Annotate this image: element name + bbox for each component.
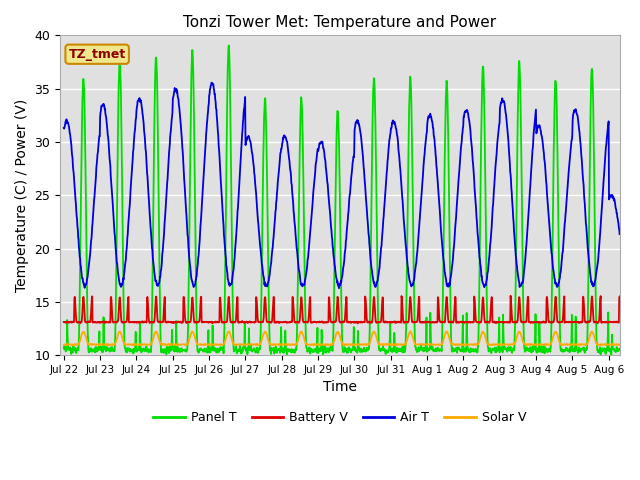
Panel T (274, 347, 282, 352)
Y-axis label: Temperature (C) / Power (V): Temperature (C) / Power (V) (15, 99, 29, 292)
Air T (623, 276, 630, 281)
Solar V (486, 342, 494, 348)
Air T (172, 86, 179, 92)
Line: Panel T: Panel T (64, 46, 627, 355)
Panel T (486, 347, 494, 353)
Panel T (283, 352, 291, 358)
Air T (274, 180, 282, 186)
Solar V (623, 331, 630, 336)
Solar V (60, 342, 68, 348)
Battery V (60, 319, 68, 325)
Panel T (161, 347, 169, 353)
Battery V (623, 317, 630, 323)
Solar V (274, 342, 282, 348)
Panel T (60, 344, 68, 350)
Air T (223, 264, 230, 270)
Air T (549, 265, 557, 271)
Title: Tonzi Tower Met: Temperature and Power: Tonzi Tower Met: Temperature and Power (183, 15, 497, 30)
Panel T (172, 345, 179, 351)
Battery V (161, 294, 169, 300)
Air T (486, 240, 494, 245)
Battery V (507, 293, 515, 299)
Line: Battery V: Battery V (64, 296, 627, 324)
Air T (335, 285, 343, 291)
Air T (161, 216, 169, 222)
Legend: Panel T, Battery V, Air T, Solar V: Panel T, Battery V, Air T, Solar V (148, 406, 531, 429)
Battery V (354, 321, 362, 326)
Solar V (223, 333, 230, 338)
Battery V (273, 319, 281, 324)
Battery V (172, 319, 179, 324)
Battery V (222, 319, 230, 325)
Panel T (623, 253, 630, 259)
Solar V (62, 342, 70, 348)
Line: Solar V: Solar V (64, 331, 627, 345)
Solar V (172, 342, 180, 348)
Panel T (225, 43, 233, 48)
Battery V (486, 318, 494, 324)
Solar V (161, 342, 169, 348)
Solar V (549, 335, 557, 341)
Line: Air T: Air T (64, 83, 627, 288)
X-axis label: Time: Time (323, 381, 357, 395)
Battery V (549, 319, 557, 324)
Panel T (549, 209, 557, 215)
Solar V (406, 328, 414, 334)
Panel T (222, 178, 230, 184)
Text: TZ_tmet: TZ_tmet (68, 48, 126, 61)
Air T (60, 125, 68, 131)
Air T (207, 80, 215, 85)
